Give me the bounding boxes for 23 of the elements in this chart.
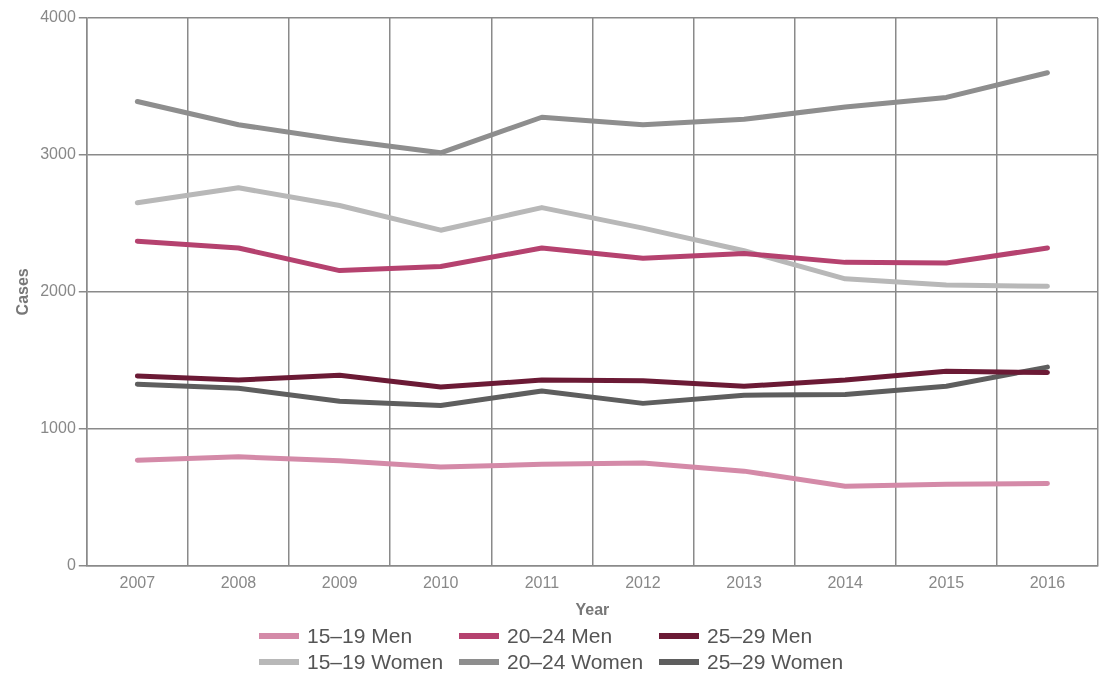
x-tick-label: 2015 [928, 573, 965, 591]
legend-label: 25–29 Men [707, 624, 813, 648]
y-tick-label: 2000 [40, 282, 76, 300]
x-tick-label: 2014 [827, 573, 864, 591]
legend-label: 25–29 Women [707, 650, 844, 674]
x-tick-label: 2016 [1029, 573, 1066, 591]
legend-label: 15–19 Men [307, 624, 413, 648]
legend-label: 20–24 Women [507, 650, 644, 674]
x-tick-label: 2009 [321, 573, 358, 591]
y-tick-label: 0 [66, 556, 76, 574]
x-tick-label: 2011 [524, 573, 560, 591]
x-tick-label: 2008 [220, 573, 257, 591]
y-axis-title: Cases [14, 268, 32, 316]
legend-label: 15–19 Women [307, 650, 444, 674]
x-tick-label: 2010 [422, 573, 459, 591]
y-tick-label: 3000 [40, 145, 76, 163]
x-tick-label: 2007 [119, 573, 156, 591]
legend-label: 20–24 Men [507, 624, 613, 648]
x-tick-label: 2012 [625, 573, 661, 591]
y-tick-label: 4000 [40, 8, 76, 26]
x-axis-title: Year [575, 600, 610, 618]
x-tick-label: 2013 [726, 573, 762, 591]
y-tick-label: 1000 [40, 419, 76, 437]
